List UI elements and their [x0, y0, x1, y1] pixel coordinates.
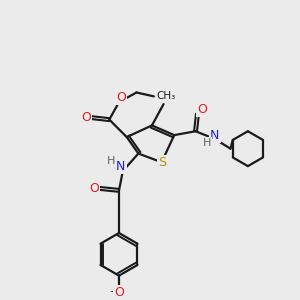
- Text: O: O: [81, 111, 91, 124]
- Text: N: N: [116, 160, 126, 172]
- Text: O: O: [116, 91, 126, 104]
- Text: O: O: [114, 286, 124, 298]
- Text: CH₃: CH₃: [156, 92, 175, 101]
- Text: O: O: [197, 103, 207, 116]
- Text: O: O: [89, 182, 99, 195]
- Text: S: S: [158, 156, 166, 169]
- Text: H: H: [107, 156, 116, 166]
- Text: N: N: [210, 129, 220, 142]
- Text: H: H: [203, 138, 212, 148]
